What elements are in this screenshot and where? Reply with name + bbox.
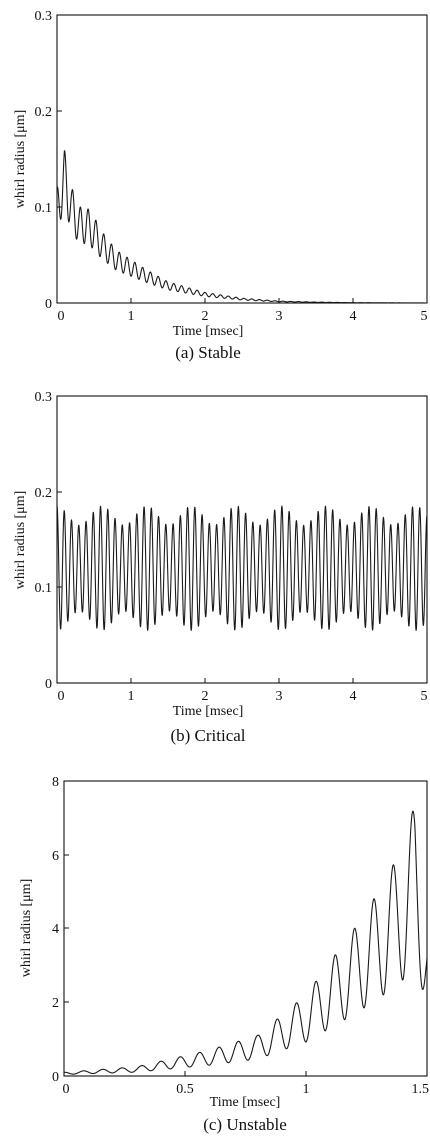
x-tick-label: 1 bbox=[303, 1082, 310, 1097]
series-line-a bbox=[56, 150, 428, 304]
panel-c: 0 2 4 6 8 0 0.5 1 1.5 Time [msec] whirl … bbox=[19, 775, 429, 1134]
x-tick-label: 0 bbox=[58, 309, 65, 324]
x-tick-label: 2 bbox=[202, 689, 209, 704]
series-line-c bbox=[63, 810, 428, 1075]
panel-b: 0 0.1 0.2 0.3 0 1 2 3 4 5 Time [msec] wh… bbox=[13, 390, 428, 745]
x-tick-label: 5 bbox=[421, 309, 428, 324]
y-axis-label-a: whirl radius [μm] bbox=[13, 110, 28, 209]
y-tick-label: 0 bbox=[45, 297, 52, 312]
y-axis-label-b: whirl radius [μm] bbox=[13, 491, 28, 590]
y-ticks-a: 0 0.1 0.2 0.3 bbox=[35, 9, 62, 312]
plot-frame-b bbox=[56, 395, 428, 684]
x-tick-label: 3 bbox=[276, 689, 283, 704]
x-tick-label: 0 bbox=[63, 1082, 70, 1097]
x-ticks-c: 0 0.5 1 1.5 bbox=[63, 1071, 430, 1097]
y-tick-label: 0.2 bbox=[35, 105, 53, 120]
x-tick-label: 0.5 bbox=[176, 1082, 194, 1097]
x-tick-label: 4 bbox=[350, 689, 357, 704]
y-ticks-b: 0 0.1 0.2 0.3 bbox=[35, 390, 62, 692]
x-axis-label-c: Time [msec] bbox=[210, 1095, 281, 1110]
series-line-b bbox=[56, 505, 428, 631]
x-tick-label: 0 bbox=[58, 689, 65, 704]
y-tick-label: 0 bbox=[45, 677, 52, 692]
y-axis-label-c: whirl radius [μm] bbox=[19, 879, 34, 978]
y-tick-label: 0 bbox=[52, 1070, 59, 1085]
y-tick-label: 2 bbox=[52, 996, 59, 1011]
x-tick-label: 4 bbox=[350, 309, 357, 324]
x-tick-label: 3 bbox=[276, 309, 283, 324]
y-tick-label: 0.3 bbox=[35, 390, 53, 405]
x-tick-label: 1.5 bbox=[412, 1082, 430, 1097]
x-ticks-a: 0 1 2 3 4 5 bbox=[56, 298, 428, 324]
x-tick-label: 1 bbox=[128, 689, 135, 704]
caption-b: (b) Critical bbox=[170, 726, 245, 745]
x-tick-label: 1 bbox=[128, 309, 135, 324]
caption-a: (a) Stable bbox=[175, 343, 241, 362]
plot-frame-a bbox=[56, 14, 428, 304]
x-axis-label-b: Time [msec] bbox=[173, 704, 244, 719]
x-axis-label-a: Time [msec] bbox=[173, 324, 244, 339]
panel-a: 0 0.1 0.2 0.3 0 1 2 3 4 5 Time [msec] wh… bbox=[13, 9, 428, 362]
y-tick-label: 0.2 bbox=[35, 486, 53, 501]
y-tick-label: 8 bbox=[52, 775, 59, 790]
plot-frame-c bbox=[63, 780, 428, 1077]
x-tick-label: 5 bbox=[421, 689, 428, 704]
y-tick-label: 4 bbox=[52, 922, 59, 937]
x-ticks-b: 0 1 2 3 4 5 bbox=[56, 678, 428, 704]
y-tick-label: 6 bbox=[52, 849, 59, 864]
y-ticks-c: 0 2 4 6 8 bbox=[52, 775, 69, 1085]
x-tick-label: 2 bbox=[202, 309, 209, 324]
y-tick-label: 0.1 bbox=[35, 201, 53, 216]
caption-c: (c) Unstable bbox=[203, 1115, 287, 1134]
y-tick-label: 0.1 bbox=[35, 581, 53, 596]
y-tick-label: 0.3 bbox=[35, 9, 53, 24]
